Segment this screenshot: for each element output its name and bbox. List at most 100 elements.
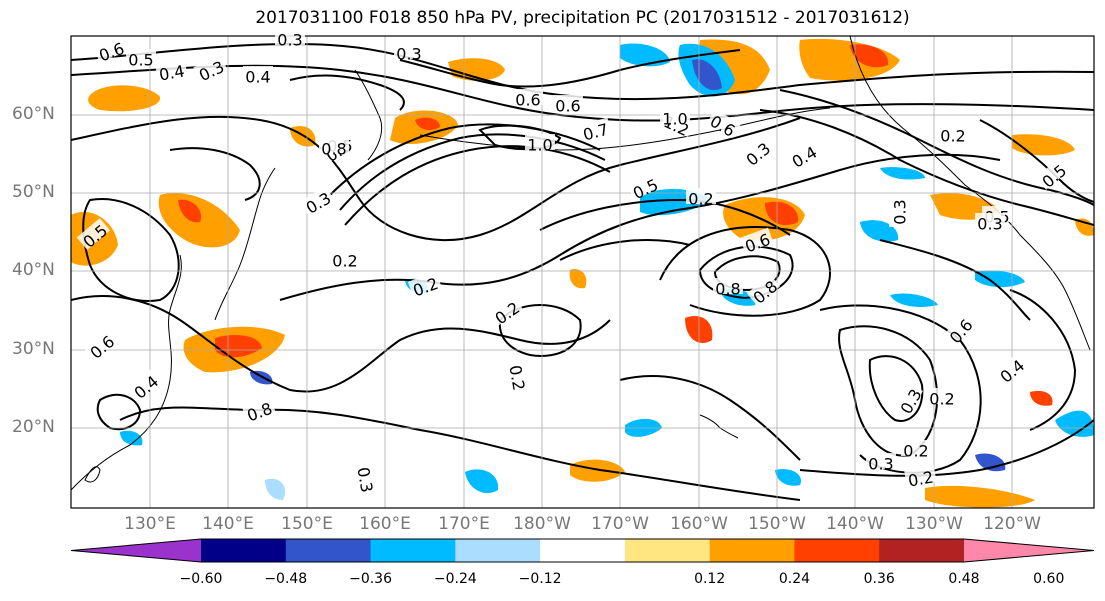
pv-contour-line — [539, 198, 791, 236]
coastline-kamchatka — [354, 69, 383, 161]
longitude-label: 120°W — [983, 514, 1041, 534]
precip-negative-area — [880, 167, 925, 180]
pv-contour-line — [289, 74, 405, 111]
colorbar-tick-label: −0.12 — [518, 571, 562, 587]
precip-negative-area — [120, 430, 143, 446]
contour-label: 0.4 — [245, 68, 270, 87]
contour-label-background — [330, 250, 360, 266]
contour-label: 0.3 — [977, 215, 1002, 234]
contour-label-background — [319, 138, 349, 154]
pv-contour-line — [169, 147, 261, 201]
colorbar-segment — [879, 539, 965, 562]
longitude-label: 160°W — [670, 514, 728, 534]
pv-contour-line — [868, 355, 924, 422]
contour-label-background — [901, 440, 931, 456]
contour-label-background — [488, 295, 523, 326]
contour-label-background — [243, 66, 273, 82]
pv-contour-line — [559, 239, 691, 261]
pv-contour-line — [339, 133, 606, 211]
contour-label: 0.3 — [396, 45, 421, 64]
precip-negative-area — [620, 43, 670, 67]
colorbar-segment — [794, 539, 880, 562]
contour-label-background — [407, 271, 442, 297]
longitude-label: 170°E — [438, 514, 490, 534]
precip-positive-area — [178, 199, 202, 223]
contour-label-background — [660, 108, 690, 124]
contour-label-background — [889, 197, 905, 227]
pv-contour-line — [659, 226, 831, 317]
map-title: 2017031100 F018 850 hPa PV, precipitatio… — [255, 8, 910, 28]
precip-negative-area — [890, 293, 938, 307]
contour-label-background — [300, 186, 334, 215]
contour-label-background — [943, 312, 975, 347]
contour-label-background — [193, 54, 228, 82]
longitude-label: 150°E — [281, 514, 333, 534]
contour-labels: 0.60.50.40.30.30.40.60.50.30.60.60.71.21… — [76, 29, 1070, 496]
contour-label-background — [394, 43, 424, 59]
colorbar-extend-high — [964, 539, 1094, 562]
precip-positive-area — [850, 44, 889, 68]
contour-label: 0.2 — [929, 390, 954, 409]
contour-label-background — [76, 218, 111, 250]
pv-contour-line — [498, 304, 582, 357]
colorbar-outline — [70, 538, 1095, 563]
precip-negative-area — [860, 220, 899, 242]
contour-label: 0.8 — [321, 140, 346, 159]
precip-negative-area — [1055, 410, 1094, 437]
colorbar-tick-label: 0.24 — [778, 571, 811, 587]
precip-negative-area — [692, 59, 722, 91]
map-frame — [70, 35, 1095, 509]
precip-positive-area — [88, 85, 161, 112]
contour-label-background — [241, 396, 276, 422]
contour-label: 0.2 — [903, 442, 928, 461]
latitude-label: 60°N — [12, 104, 55, 124]
contour-label-background — [509, 361, 531, 394]
pv-contour-line — [329, 123, 601, 196]
colorbar-segment — [455, 539, 541, 562]
colorbar-tick-label: 0.48 — [948, 571, 980, 587]
pv-contour-line — [799, 419, 1094, 477]
coastlines — [71, 36, 1091, 491]
contour-label-background — [686, 188, 716, 204]
precip-negative-area — [265, 478, 286, 500]
precip-positive-area — [569, 269, 587, 289]
precip-positive-area — [925, 485, 1035, 508]
colorbar-tick-label: 0.36 — [863, 571, 895, 587]
contour-label: 1.0 — [662, 110, 687, 129]
contour-label: 0.2 — [505, 364, 528, 392]
colorbar — [70, 538, 1095, 563]
contour-label-background — [938, 125, 968, 141]
contour-label: 0.2 — [332, 252, 357, 271]
precip-positive-area — [1030, 390, 1053, 406]
longitude-label: 130°E — [124, 514, 176, 534]
contour-label: 0.2 — [940, 127, 965, 146]
contour-label-background — [627, 172, 662, 200]
contour-label-background — [707, 109, 741, 138]
latitude-label: 40°N — [12, 260, 55, 280]
pv-contour-line — [119, 406, 801, 501]
contour-label-background — [739, 136, 774, 168]
precip-positive-area — [448, 58, 505, 81]
colorbar-segment — [624, 539, 711, 562]
longitude-label: 160°E — [359, 514, 411, 534]
contour-label: 1.0 — [527, 136, 552, 155]
longitude-label: 130°W — [905, 514, 963, 534]
precip-positive-area — [415, 117, 440, 131]
contour-label-background — [578, 117, 612, 141]
pv-contour-line — [96, 393, 142, 430]
coastline-taiwan — [84, 466, 101, 483]
precip-negative-area — [465, 469, 499, 494]
precip-negative-area — [775, 468, 801, 486]
contour-label: 0.3 — [891, 199, 910, 224]
latitude-label: 50°N — [12, 182, 55, 202]
contour-label-background — [894, 383, 923, 417]
contour-label-background — [713, 278, 743, 294]
pv-contour-line — [619, 375, 801, 461]
precip-positive-area — [215, 335, 262, 358]
pv-contour-line — [344, 145, 611, 226]
pv-contour-line — [879, 239, 1031, 321]
contour-label-background — [553, 95, 583, 111]
pv-contour-line — [399, 49, 741, 88]
colorbar-tick-label: −0.48 — [264, 571, 308, 587]
